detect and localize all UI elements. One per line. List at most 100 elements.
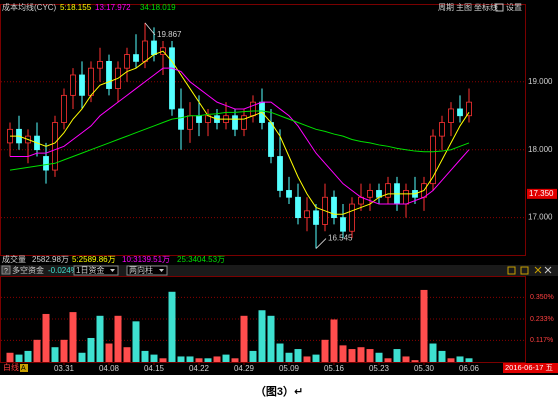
bar (330, 319, 338, 362)
panel-icon[interactable] (507, 266, 516, 275)
bar (33, 339, 41, 362)
toolbar-button[interactable]: 设置 (506, 2, 522, 12)
panel-icon[interactable] (520, 266, 529, 275)
toolbar-button[interactable]: 周期 (438, 3, 454, 12)
volume-label: 成交量 (2, 254, 26, 264)
bar (87, 337, 95, 362)
bar (375, 352, 383, 362)
x-tick-label: 04.15 (144, 364, 165, 373)
last-price-box (527, 188, 557, 199)
bar (249, 350, 257, 362)
candle-body (70, 74, 76, 96)
bar (159, 358, 167, 362)
x-tick-label: 04.29 (234, 364, 255, 373)
bar (15, 354, 23, 362)
bar (348, 349, 356, 362)
caption: （图3）↵ (255, 385, 303, 398)
legend-item: 13:17.972 (95, 3, 131, 12)
candle-body (79, 74, 85, 96)
candle-body (277, 156, 283, 191)
candle-body (403, 190, 409, 205)
bar (96, 315, 104, 362)
volume-value: 2582.98万 (32, 255, 69, 264)
y-tick-label: 18.000 (528, 145, 553, 154)
x-tick-label: 05.16 (324, 364, 345, 373)
bar (42, 313, 50, 362)
close-icon[interactable] (544, 266, 552, 274)
bar (132, 321, 140, 362)
indicator-frame (0, 276, 526, 363)
candle-body (313, 210, 319, 225)
volume-value: 25:3404.53万 (177, 255, 225, 264)
bar (447, 358, 455, 362)
help-icon[interactable] (1, 265, 11, 275)
candle-body (61, 94, 67, 123)
candle-body (367, 190, 373, 198)
bar (456, 356, 464, 362)
candle-body (43, 156, 49, 171)
bar (195, 358, 203, 362)
candle-body (268, 122, 274, 157)
bar (438, 350, 446, 362)
bar (114, 315, 122, 362)
volume-value: 10:3139.51万 (122, 255, 170, 264)
indicator-header (0, 265, 558, 276)
bar (357, 347, 365, 362)
bar (276, 343, 284, 362)
dropdown-label: 两向柱 (129, 265, 153, 275)
y-tick-label: 17.000 (528, 213, 553, 222)
chart-title: 成本均线(CYC) (2, 2, 57, 12)
bar (204, 358, 212, 362)
candle-body (286, 190, 292, 198)
toolbar-button[interactable]: 主图 (456, 2, 472, 12)
toolbar-button[interactable]: 坐标线 (474, 2, 498, 12)
candle-body (106, 60, 112, 89)
candle-body (466, 101, 472, 117)
bar (141, 350, 149, 362)
candle-body (169, 47, 175, 110)
candle-body (241, 115, 247, 130)
candle-body (457, 108, 463, 117)
x-tick-label: 03.31 (54, 364, 75, 373)
indicator-title: 多空资金 (12, 265, 44, 275)
candle-body (178, 108, 184, 130)
ma-line (9, 110, 470, 171)
bar (339, 345, 347, 362)
candle-body (88, 67, 94, 96)
dropdown[interactable] (73, 265, 119, 276)
bar (285, 352, 293, 362)
candle-body (187, 115, 193, 130)
candle-body (196, 115, 202, 123)
bar (267, 315, 275, 362)
price-frame (0, 4, 526, 256)
candle-body (124, 54, 130, 69)
annotation: 16.545 (328, 234, 353, 243)
bar (168, 291, 176, 362)
candle-body (385, 183, 391, 198)
candle-body (133, 54, 139, 62)
dropdown-arrow (110, 269, 115, 272)
volume-value: 5:2589.86万 (72, 255, 116, 264)
bar (384, 358, 392, 362)
candle-body (52, 122, 58, 171)
bar (312, 354, 320, 362)
toolbar-icon[interactable] (495, 3, 504, 12)
bar (6, 352, 14, 362)
candle-body (304, 210, 310, 219)
panel-icon[interactable] (534, 266, 542, 274)
candle-body (250, 101, 256, 117)
x-tick-label: 04.22 (189, 364, 210, 373)
bar (465, 358, 473, 362)
bar (150, 354, 158, 362)
cursor-date: 2016-06-17 五 (505, 363, 553, 372)
bar (105, 343, 113, 362)
bar (303, 356, 311, 362)
ma-line (10, 67, 470, 205)
bar (78, 352, 86, 362)
legend-item: 34:18.019 (140, 3, 176, 12)
annotation: 19.867 (157, 30, 182, 39)
bar (258, 310, 266, 362)
dropdown[interactable] (126, 265, 168, 276)
help-icon-text: ? (4, 268, 8, 275)
